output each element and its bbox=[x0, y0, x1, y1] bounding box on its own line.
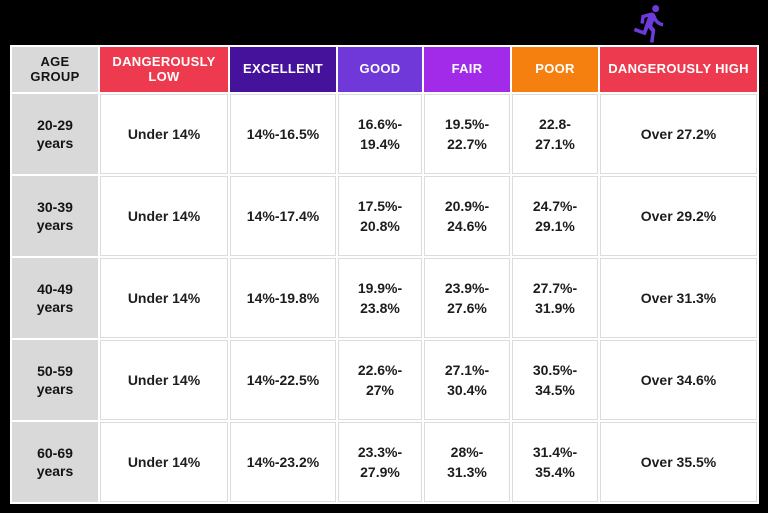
table-row-40-49: 40-49 years Under 14% 14%-19.8% 19.9%- 23.8… bbox=[12, 258, 757, 338]
age-group-cell: 50-59 years bbox=[12, 340, 98, 420]
value-cell-poor: 22.8- 27.1% bbox=[512, 94, 598, 174]
value-cell-good: 16.6%- 19.4% bbox=[338, 94, 422, 174]
value-cell-poor: 27.7%- 31.9% bbox=[512, 258, 598, 338]
table-row-20-29: 20-29 years Under 14% 14%-16.5% 16.6%- 19.4… bbox=[12, 94, 757, 174]
logo bbox=[628, 0, 674, 46]
value-cell-dangerously-high: Over 35.5% bbox=[600, 422, 757, 502]
value-cell-excellent: 14%-19.8% bbox=[230, 258, 336, 338]
value-cell-dangerously-high: Over 31.3% bbox=[600, 258, 757, 338]
value-cell-good: 17.5%- 20.8% bbox=[338, 176, 422, 256]
column-header-fair: FAIR bbox=[424, 47, 510, 92]
value-cell-fair: 28%- 31.3% bbox=[424, 422, 510, 502]
value-cell-poor: 24.7%- 29.1% bbox=[512, 176, 598, 256]
body-fat-table-wrap: AGE GROUP DANGEROUSLY LOW EXCELLENT GOOD FAI… bbox=[10, 45, 759, 504]
value-cell-dangerously-high: Over 29.2% bbox=[600, 176, 757, 256]
age-group-cell: 30-39 years bbox=[12, 176, 98, 256]
value-cell-excellent: 14%-16.5% bbox=[230, 94, 336, 174]
value-cell-dangerously-low: Under 14% bbox=[100, 422, 228, 502]
column-header-age-group: AGE GROUP bbox=[12, 47, 98, 92]
table-row-30-39: 30-39 years Under 14% 14%-17.4% 17.5%- 20.8… bbox=[12, 176, 757, 256]
body-fat-table: AGE GROUP DANGEROUSLY LOW EXCELLENT GOOD FAI… bbox=[10, 45, 759, 504]
age-group-cell: 60-69 years bbox=[12, 422, 98, 502]
value-cell-excellent: 14%-17.4% bbox=[230, 176, 336, 256]
value-cell-poor: 30.5%- 34.5% bbox=[512, 340, 598, 420]
value-cell-excellent: 14%-22.5% bbox=[230, 340, 336, 420]
value-cell-excellent: 14%-23.2% bbox=[230, 422, 336, 502]
value-cell-dangerously-high: Over 27.2% bbox=[600, 94, 757, 174]
table-row-50-59: 50-59 years Under 14% 14%-22.5% 22.6%- 27% 2… bbox=[12, 340, 757, 420]
value-cell-good: 19.9%- 23.8% bbox=[338, 258, 422, 338]
value-cell-dangerously-low: Under 14% bbox=[100, 176, 228, 256]
value-cell-dangerously-low: Under 14% bbox=[100, 340, 228, 420]
column-header-good: GOOD bbox=[338, 47, 422, 92]
value-cell-dangerously-high: Over 34.6% bbox=[600, 340, 757, 420]
age-group-cell: 20-29 years bbox=[12, 94, 98, 174]
column-header-poor: POOR bbox=[512, 47, 598, 92]
column-header-dangerously-high: DANGEROUSLY HIGH bbox=[600, 47, 757, 92]
value-cell-good: 22.6%- 27% bbox=[338, 340, 422, 420]
header-row: AGE GROUP DANGEROUSLY LOW EXCELLENT GOOD FAI… bbox=[12, 47, 757, 92]
age-group-cell: 40-49 years bbox=[12, 258, 98, 338]
value-cell-dangerously-low: Under 14% bbox=[100, 94, 228, 174]
value-cell-dangerously-low: Under 14% bbox=[100, 258, 228, 338]
value-cell-fair: 23.9%- 27.6% bbox=[424, 258, 510, 338]
column-header-excellent: EXCELLENT bbox=[230, 47, 336, 92]
value-cell-poor: 31.4%- 35.4% bbox=[512, 422, 598, 502]
table-body: 20-29 years Under 14% 14%-16.5% 16.6%- 19.4… bbox=[12, 94, 757, 502]
value-cell-fair: 20.9%- 24.6% bbox=[424, 176, 510, 256]
runner-icon-path bbox=[633, 5, 664, 43]
column-header-dangerously-low: DANGEROUSLY LOW bbox=[100, 47, 228, 92]
table-row-60-69: 60-69 years Under 14% 14%-23.2% 23.3%- 27.9… bbox=[12, 422, 757, 502]
value-cell-fair: 27.1%- 30.4% bbox=[424, 340, 510, 420]
value-cell-fair: 19.5%- 22.7% bbox=[424, 94, 510, 174]
value-cell-good: 23.3%- 27.9% bbox=[338, 422, 422, 502]
runner-icon bbox=[633, 5, 664, 43]
